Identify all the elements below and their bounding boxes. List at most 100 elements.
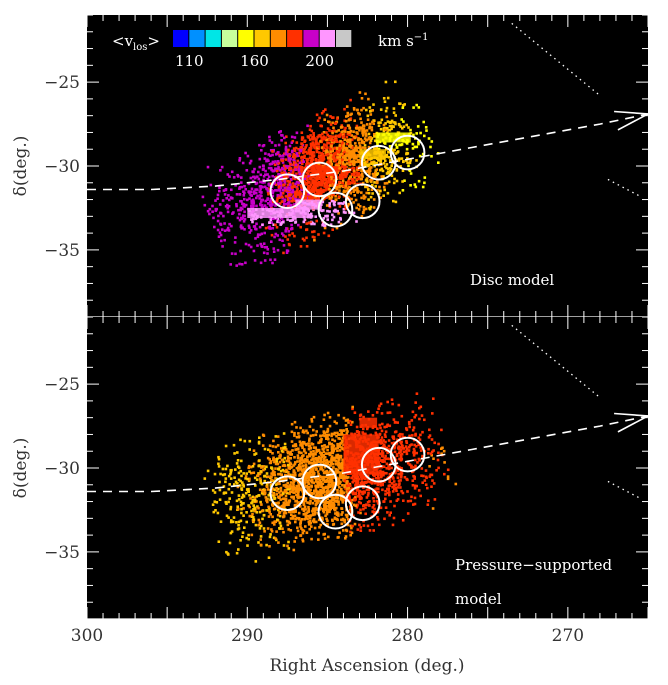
data-point — [255, 222, 258, 226]
data-point — [324, 461, 328, 465]
data-point — [312, 497, 315, 500]
data-point — [319, 523, 322, 527]
data-point — [352, 190, 355, 193]
data-point — [330, 144, 333, 148]
data-point — [293, 149, 297, 153]
data-point — [235, 521, 238, 524]
data-point — [250, 533, 254, 537]
data-point — [289, 203, 293, 207]
data-point — [269, 203, 272, 207]
data-point — [323, 178, 326, 182]
data-block — [359, 149, 386, 160]
data-point — [381, 169, 385, 173]
data-point — [296, 456, 300, 460]
data-point — [276, 195, 280, 199]
data-point — [320, 485, 323, 489]
data-point — [314, 446, 317, 450]
data-point — [348, 150, 351, 153]
data-point — [391, 459, 395, 462]
data-point — [304, 525, 307, 528]
data-point — [419, 433, 422, 437]
data-point — [421, 430, 424, 434]
data-point — [287, 471, 290, 474]
data-point — [359, 508, 362, 512]
data-point — [334, 512, 337, 515]
data-point — [284, 483, 288, 487]
data-point — [357, 137, 360, 140]
data-point — [248, 448, 251, 451]
data-point — [283, 464, 287, 468]
data-point — [286, 180, 290, 183]
data-point — [283, 456, 287, 460]
data-point — [387, 156, 391, 159]
data-point — [287, 172, 291, 175]
data-point — [294, 197, 297, 201]
data-point — [306, 124, 309, 128]
data-point — [253, 225, 257, 228]
data-point — [340, 467, 344, 470]
data-point — [358, 497, 362, 500]
data-point — [314, 489, 317, 493]
data-point — [293, 203, 296, 206]
data-point — [358, 129, 361, 132]
data-point — [334, 517, 337, 521]
data-point — [326, 476, 330, 480]
data-point — [284, 145, 288, 149]
data-point — [274, 232, 278, 236]
data-point — [388, 448, 391, 451]
data-point — [338, 476, 342, 479]
data-point — [242, 472, 245, 475]
data-point — [351, 405, 354, 409]
data-point — [256, 474, 259, 478]
data-point — [309, 453, 313, 456]
data-point — [228, 483, 231, 486]
data-point — [337, 460, 340, 463]
data-point — [307, 184, 310, 188]
data-point — [337, 180, 341, 184]
data-point — [278, 219, 282, 223]
data-point — [409, 158, 412, 162]
data-point — [283, 136, 286, 140]
arrow-head — [617, 113, 648, 131]
data-point — [257, 170, 260, 174]
data-point — [248, 231, 252, 234]
data-point — [423, 134, 426, 138]
data-point — [300, 146, 303, 149]
data-point — [388, 493, 391, 497]
data-point — [217, 540, 221, 543]
data-point — [386, 451, 389, 455]
data-point — [307, 514, 310, 518]
data-point — [338, 205, 342, 208]
data-point — [375, 494, 378, 498]
data-point — [367, 504, 371, 507]
data-point — [351, 489, 354, 493]
data-point — [326, 471, 329, 475]
data-point — [258, 521, 262, 524]
data-point — [417, 142, 420, 146]
data-point — [296, 502, 300, 505]
data-point — [247, 537, 250, 541]
data-point — [328, 162, 331, 166]
data-point — [271, 521, 274, 525]
data-point — [398, 482, 401, 485]
data-point — [377, 124, 381, 127]
data-point — [313, 471, 316, 475]
data-point — [261, 144, 265, 148]
data-point — [279, 180, 282, 183]
field-circle — [389, 134, 426, 171]
data-point — [301, 531, 305, 535]
data-point — [328, 204, 331, 207]
data-point — [325, 437, 328, 440]
data-point — [379, 121, 382, 124]
data-point — [344, 174, 348, 178]
data-point — [300, 487, 303, 491]
data-point — [337, 212, 340, 215]
data-point — [277, 161, 281, 165]
data-point — [306, 456, 309, 459]
data-point — [423, 181, 426, 185]
data-point — [269, 513, 272, 516]
data-point — [231, 197, 234, 200]
data-point — [333, 203, 336, 207]
data-point — [302, 503, 306, 507]
data-point — [431, 479, 434, 482]
